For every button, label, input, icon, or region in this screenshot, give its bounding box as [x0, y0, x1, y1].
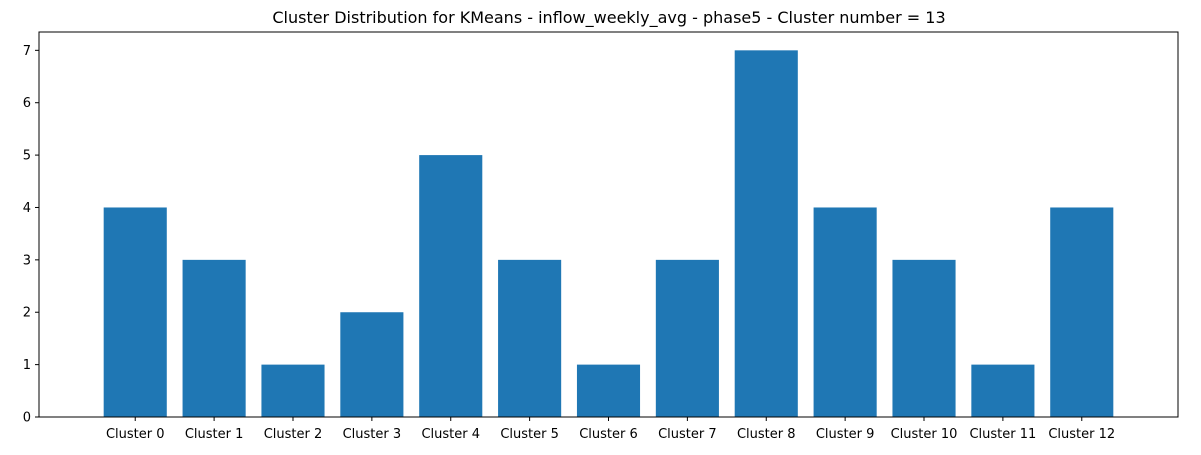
y-tick-label: 1: [23, 358, 31, 373]
y-tick-label: 6: [23, 96, 31, 111]
y-tick-label: 4: [23, 201, 31, 216]
bar-cluster-2: [261, 364, 325, 417]
y-tick-label: 7: [23, 44, 31, 59]
x-tick-label: Cluster 3: [343, 427, 402, 442]
bar-cluster-10: [892, 259, 956, 417]
bar-cluster-6: [576, 364, 641, 417]
bar-cluster-1: [182, 259, 246, 417]
bar-cluster-4: [419, 155, 483, 417]
bar-cluster-9: [813, 207, 877, 417]
bar-cluster-7: [655, 259, 719, 417]
x-tick-label: Cluster 10: [891, 427, 958, 442]
x-tick-label: Cluster 5: [500, 427, 559, 442]
x-tick-label: Cluster 12: [1048, 427, 1115, 442]
bar-cluster-8: [734, 50, 798, 417]
x-tick-label: Cluster 1: [185, 427, 244, 442]
bar-cluster-11: [971, 364, 1035, 417]
y-tick-label: 3: [23, 253, 31, 268]
x-tick-label: Cluster 9: [816, 427, 875, 442]
x-tick-label: Cluster 8: [737, 427, 796, 442]
x-tick-label: Cluster 2: [264, 427, 323, 442]
bar-cluster-0: [103, 207, 167, 417]
y-tick-label: 0: [23, 411, 31, 426]
chart-title: Cluster Distribution for KMeans - inflow…: [272, 8, 945, 28]
y-tick-label: 2: [23, 306, 31, 321]
plot-area: 0 1 2 3 4 5 6 7 Cluster 0 Cluster 1 Cluster 2 Clust…: [23, 31, 1179, 442]
x-tick-label: Cluster 0: [106, 427, 165, 442]
x-tick-label: Cluster 11: [969, 427, 1036, 442]
bar-cluster-12: [1050, 207, 1114, 417]
bar-cluster-5: [498, 259, 562, 417]
x-tick-label: Cluster 7: [658, 427, 717, 442]
x-tick-label: Cluster 4: [421, 427, 480, 442]
bar-cluster-3: [340, 312, 404, 417]
x-tick-label: Cluster 6: [579, 427, 638, 442]
y-tick-label: 5: [23, 149, 31, 164]
